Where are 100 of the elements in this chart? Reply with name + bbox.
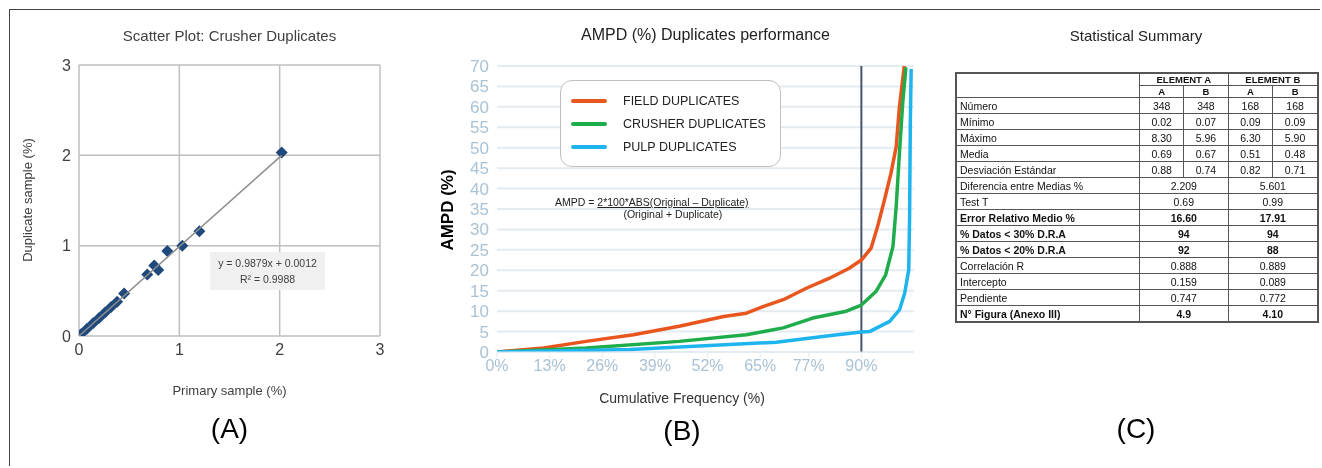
- y-tick-label: 60: [470, 97, 489, 117]
- text: (C): [1115, 413, 1157, 445]
- text: 2.209: [1139, 177, 1229, 194]
- y-tick-label: 5: [479, 322, 489, 342]
- text: Número: [956, 97, 1140, 114]
- text: Statistical Summary: [1068, 27, 1204, 44]
- text: Error Relativo Medio %: [956, 209, 1140, 226]
- text: 0.99: [1228, 193, 1318, 210]
- text: Test T: [956, 193, 1140, 210]
- text: Media: [956, 145, 1140, 162]
- text: B: [1183, 85, 1229, 98]
- y-tick-label: 45: [470, 159, 489, 179]
- text: 5.96: [1183, 129, 1229, 146]
- text: 94: [1228, 225, 1318, 242]
- text: 0.48: [1272, 145, 1318, 162]
- x-tick-label: 26%: [586, 357, 619, 375]
- text: 0.69: [1139, 193, 1229, 210]
- text: ELEMENT B: [1228, 73, 1318, 86]
- text: (A): [209, 413, 250, 445]
- x-axis-title: Cumulative Frequency (%): [598, 390, 766, 406]
- chart-title: AMPD (%) Duplicates performance: [580, 26, 831, 44]
- legend-label: PULP DUPLICATES: [623, 139, 737, 154]
- text: B: [1272, 85, 1318, 98]
- y-axis-title: Duplicate sample (%): [19, 138, 35, 262]
- text: 4.10: [1228, 305, 1318, 322]
- y-tick-label: 50: [470, 138, 489, 158]
- text: 0.51: [1228, 145, 1273, 162]
- text: A: [1139, 85, 1184, 98]
- y-tick-label: 65: [470, 77, 489, 97]
- text: 0.09: [1272, 113, 1318, 130]
- text: 0.159: [1139, 273, 1229, 290]
- y-tick-label: 40: [470, 179, 489, 199]
- x-tick-label: 0: [74, 341, 84, 359]
- legend-label: FIELD DUPLICATES: [623, 93, 740, 108]
- text: 0.71: [1272, 161, 1318, 178]
- y-tick-label: 0: [62, 327, 72, 345]
- text: 0.747: [1139, 289, 1229, 306]
- text: Intercepto: [956, 273, 1140, 290]
- text: (B): [662, 415, 702, 447]
- text: Correlación R: [956, 257, 1140, 274]
- x-tick-label: 65%: [744, 357, 777, 375]
- text: 4.9: [1139, 305, 1229, 322]
- annotation: AMPD =: [555, 196, 596, 208]
- y-tick-label: 35: [470, 200, 489, 220]
- text: % Datos < 30% D.R.A: [956, 225, 1140, 242]
- annotation: 2*100*ABS(Original – Duplicate): [597, 196, 749, 208]
- text: 0.772: [1228, 289, 1318, 306]
- text: 0.69: [1139, 145, 1184, 162]
- text: 348: [1183, 97, 1229, 114]
- text: 6.30: [1228, 129, 1273, 146]
- text: 92: [1139, 241, 1229, 258]
- text: 88: [1228, 241, 1318, 258]
- annotation: R² = 0.9988: [238, 272, 297, 287]
- x-tick-label: 3: [375, 341, 385, 359]
- text: 0.82: [1228, 161, 1273, 178]
- x-tick-label: 1: [174, 341, 184, 359]
- text: 0.889: [1228, 257, 1318, 274]
- text: 0.67: [1183, 145, 1229, 162]
- legend-label: CRUSHER DUPLICATES: [623, 116, 766, 131]
- text: 0.07: [1183, 113, 1229, 130]
- annotation: (Original + Duplicate): [622, 208, 724, 220]
- y-tick-label: 20: [470, 261, 489, 281]
- point: [275, 146, 288, 159]
- text: A: [1228, 85, 1273, 98]
- y-tick-label: 25: [470, 240, 489, 260]
- text: 348: [1139, 97, 1184, 114]
- y-tick-label: 55: [470, 118, 489, 138]
- y-axis-title: AMPD (%): [438, 169, 458, 251]
- y-tick-label: 3: [62, 56, 72, 74]
- chart-title: Scatter Plot: Crusher Duplicates: [121, 27, 338, 44]
- x-tick-label: 90%: [845, 357, 878, 375]
- y-tick-label: 15: [470, 281, 489, 301]
- y-tick-label: 10: [470, 302, 489, 322]
- text: 5.601: [1228, 177, 1318, 194]
- text: 0.88: [1139, 161, 1184, 178]
- text: 94: [1139, 225, 1229, 242]
- y-tick-label: 2: [62, 147, 72, 165]
- text: % Datos < 20% D.R.A: [956, 241, 1140, 258]
- text: 0.089: [1228, 273, 1318, 290]
- x-axis-title: Primary sample (%): [171, 383, 288, 398]
- text: ELEMENT A: [1139, 73, 1229, 86]
- text: N° Figura (Anexo III): [956, 305, 1140, 322]
- text: Máximo: [956, 129, 1140, 146]
- text: 5.90: [1272, 129, 1318, 146]
- x-tick-label: 39%: [638, 357, 671, 375]
- text: 168: [1228, 97, 1273, 114]
- x-tick-label: 2: [275, 341, 285, 359]
- text: Desviación Estándar: [956, 161, 1140, 178]
- text: 0.02: [1139, 113, 1184, 130]
- text: 0.888: [1139, 257, 1229, 274]
- text: 0.09: [1228, 113, 1273, 130]
- y-tick-label: 1: [62, 237, 72, 255]
- text: 8.30: [1139, 129, 1184, 146]
- text: Pendiente: [956, 289, 1140, 306]
- text: 168: [1272, 97, 1318, 114]
- annotation: y = 0.9879x + 0.0012: [217, 256, 318, 271]
- x-tick-label: 77%: [792, 357, 825, 375]
- text: 0.74: [1183, 161, 1229, 178]
- x-tick-label: 0%: [485, 357, 509, 375]
- x-tick-label: 52%: [691, 357, 724, 375]
